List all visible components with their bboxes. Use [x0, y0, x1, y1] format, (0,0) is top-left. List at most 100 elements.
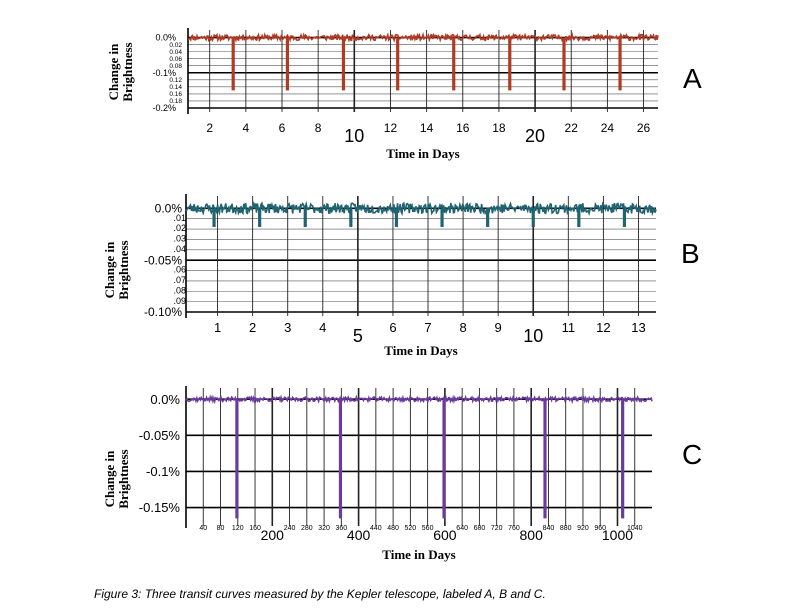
y-minor-tick-label: .04	[173, 244, 186, 254]
x-tick-label: 12	[596, 320, 610, 335]
x-tick-label: 1000	[602, 527, 633, 543]
x-tick-label: 20	[525, 126, 545, 146]
y-minor-tick-label: .07	[173, 275, 186, 285]
y-major-tick-label: 0.0%	[155, 201, 183, 215]
x-tick-label: 840	[543, 525, 555, 532]
y-minor-tick-label: 0.02	[169, 42, 182, 49]
y-minor-tick-label: .03	[173, 234, 186, 244]
y-major-tick-label: -0.1%	[146, 464, 180, 479]
x-tick-label: 9	[495, 320, 502, 335]
y-minor-tick-label: 0.14	[169, 84, 182, 91]
x-tick-label: 2	[249, 320, 256, 335]
transit-dip	[531, 208, 535, 227]
x-tick-label: 880	[560, 525, 572, 532]
y-axis-label: Change in	[102, 450, 117, 507]
x-tick-label: 8	[315, 121, 322, 135]
y-major-tick-label: 0.0%	[155, 33, 176, 43]
x-tick-label: 760	[508, 525, 520, 532]
x-tick-label: 13	[631, 320, 645, 335]
x-tick-label: 10	[344, 126, 364, 146]
transit-dip	[442, 399, 446, 519]
transit-dip	[285, 37, 290, 91]
x-tick-label: 18	[492, 121, 506, 135]
transit-dip	[508, 37, 512, 91]
x-axis-label: Time in Days	[384, 343, 457, 358]
transit-dip	[618, 37, 622, 91]
x-tick-label: 14	[420, 121, 434, 135]
y-major-tick-label: -0.05%	[144, 253, 182, 267]
y-minor-tick-label: 0.06	[169, 56, 182, 63]
x-tick-label: 520	[405, 525, 417, 532]
chart-panel-a: 0.020.040.060.08 0.120.140.160.18 0.0% -0.1…	[106, 28, 702, 161]
x-tick-label: 5	[353, 326, 363, 346]
x-tick-label: 1040	[627, 525, 643, 532]
panel-letter: C	[682, 439, 702, 470]
y-major-tick-label: 0.0%	[150, 392, 180, 407]
transit-dip	[212, 208, 216, 227]
x-tick-label: 11	[562, 320, 576, 335]
y-minor-tick-label: 0.04	[169, 49, 182, 56]
transit-dip	[341, 37, 346, 91]
x-tick-label: 4	[243, 121, 250, 135]
x-tick-label: 10	[523, 326, 543, 346]
transit-dip	[486, 208, 490, 227]
x-tick-label: 200	[261, 527, 285, 543]
transit-dip	[338, 399, 343, 519]
chart-panel-c: 0.0% -0.05% -0.1% -0.15% 40 80 120 160 200 240 280…	[102, 386, 702, 562]
x-tick-label: 960	[594, 525, 606, 532]
y-minor-tick-label: 0.16	[169, 91, 182, 98]
x-tick-label: 600	[433, 527, 457, 543]
panel-letter: B	[681, 238, 700, 269]
x-tick-label: 6	[279, 121, 286, 135]
transit-dip	[622, 208, 627, 227]
x-tick-label: 920	[577, 525, 589, 532]
x-tick-label: 7	[424, 320, 431, 335]
transit-dip	[396, 37, 400, 91]
x-tick-label: 440	[370, 525, 382, 532]
y-major-tick-label: -0.1%	[152, 68, 176, 78]
transit-dip	[231, 37, 235, 91]
y-major-tick-label: -0.15%	[139, 500, 181, 515]
x-axis-label: Time in Days	[382, 547, 455, 562]
x-tick-label: 280	[301, 525, 313, 532]
x-tick-label: 6	[389, 320, 396, 335]
x-tick-label: 1	[214, 320, 221, 335]
chart-panel-b: .01.02.03.04 .06.07.08.09 0.0% -0.05% -0.10%…	[102, 194, 700, 358]
x-tick-label: 480	[387, 525, 399, 532]
transit-dip	[621, 399, 625, 519]
x-tick-label: 640	[456, 525, 468, 532]
transit-dip	[440, 208, 444, 227]
y-minor-tick-label: .09	[173, 296, 186, 306]
y-axis-label: Brightness	[116, 449, 131, 508]
y-axis-label: Brightness	[116, 240, 131, 299]
y-minor-tick-label: .01	[173, 213, 186, 223]
light-curve	[187, 31, 659, 44]
y-minor-tick-label: .02	[173, 223, 186, 233]
x-tick-label: 400	[347, 527, 371, 543]
x-tick-label: 160	[249, 525, 261, 532]
x-tick-label: 680	[474, 525, 486, 532]
x-tick-label: 120	[232, 525, 244, 532]
transit-dip	[235, 399, 239, 519]
x-tick-label: 12	[384, 121, 398, 135]
y-axis-label: Change in	[102, 241, 117, 298]
x-tick-label: 320	[318, 525, 330, 532]
x-tick-label: 560	[422, 525, 434, 532]
y-minor-tick-label: 0.12	[169, 77, 182, 84]
x-tick-label: 4	[319, 320, 326, 335]
transit-dip	[562, 37, 566, 91]
x-tick-label: 16	[456, 121, 470, 135]
y-minor-tick-label: 0.18	[169, 98, 182, 105]
y-axis-label-group: Change in Brightness	[106, 42, 135, 101]
panel-letter: A	[683, 63, 702, 94]
y-minor-tick-label: .08	[173, 285, 186, 295]
transit-dip	[452, 37, 456, 91]
y-axis-label-group: Change in Brightness	[102, 240, 131, 299]
light-curve	[185, 394, 653, 405]
x-axis-label: Time in Days	[386, 146, 459, 161]
x-tick-label: 22	[565, 121, 579, 135]
transit-dip	[349, 208, 353, 227]
y-axis-label: Brightness	[120, 42, 135, 101]
x-tick-label: 2	[206, 121, 213, 135]
